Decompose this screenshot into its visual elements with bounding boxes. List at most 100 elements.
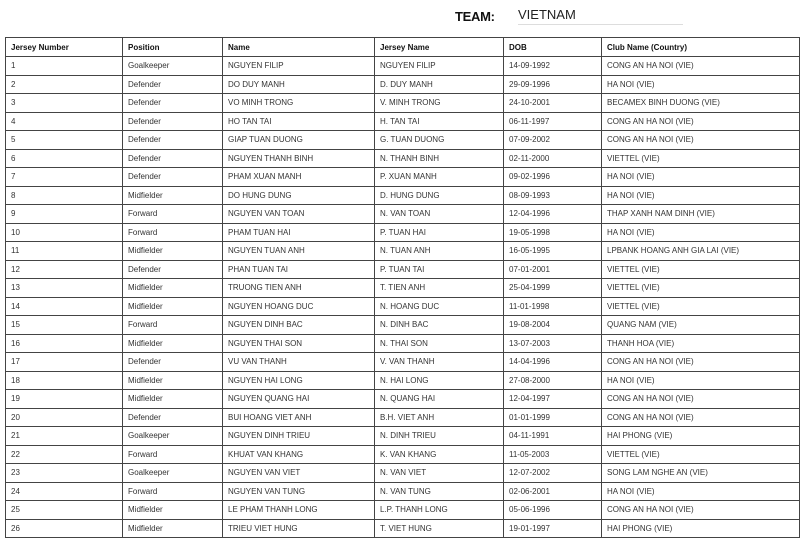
table-row: 25 Midfielder LE PHAM THANH LONG L.P. THANH… [5, 500, 800, 520]
cell-jersey-number: 21 [5, 426, 123, 446]
table-row: 8 Midfielder DO HUNG DUNG D. HUNG DUNG 08-09… [5, 185, 800, 205]
cell-jersey-number: 15 [5, 315, 123, 335]
cell-name: NGUYEN HAI LONG [222, 370, 375, 390]
cell-name: NGUYEN HOANG DUC [222, 296, 375, 316]
cell-dob: 29-09-1996 [503, 74, 602, 94]
table-row: 24 Forward NGUYEN VAN TUNG N. VAN TUNG 02-06… [5, 481, 800, 501]
cell-club-name: VIETTEL (VIE) [601, 444, 800, 464]
cell-name: NGUYEN DINH TRIEU [222, 426, 375, 446]
cell-jersey-number: 1 [5, 56, 123, 76]
cell-position: Defender [122, 167, 223, 187]
table-row: 10 Forward PHAM TUAN HAI P. TUAN HAI 19-05-1… [5, 222, 800, 242]
cell-club-name: CONG AN HA NOI (VIE) [601, 130, 800, 150]
cell-position: Goalkeeper [122, 463, 223, 483]
header-jersey-name: Jersey Name [374, 37, 504, 57]
cell-position: Midfielder [122, 185, 223, 205]
cell-dob: 07-09-2002 [503, 130, 602, 150]
cell-jersey-number: 6 [5, 148, 123, 168]
cell-jersey-number: 3 [5, 93, 123, 113]
cell-club-name: CONG AN HA NOI (VIE) [601, 352, 800, 372]
cell-position: Defender [122, 148, 223, 168]
table-row: 15 Forward NGUYEN DINH BAC N. DINH BAC 19-08… [5, 315, 800, 335]
cell-dob: 06-11-1997 [503, 111, 602, 131]
cell-name: NGUYEN FILIP [222, 56, 375, 76]
cell-dob: 25-04-1999 [503, 278, 602, 298]
cell-club-name: HA NOI (VIE) [601, 167, 800, 187]
cell-position: Defender [122, 93, 223, 113]
cell-position: Forward [122, 204, 223, 224]
cell-position: Defender [122, 111, 223, 131]
cell-jersey-number: 24 [5, 481, 123, 501]
cell-name: NGUYEN VAN TUNG [222, 481, 375, 501]
cell-name: PHAM XUAN MANH [222, 167, 375, 187]
table-row: 19 Midfielder NGUYEN QUANG HAI N. QUANG HAI… [5, 389, 800, 409]
cell-jersey-number: 12 [5, 259, 123, 279]
cell-name: DO DUY MANH [222, 74, 375, 94]
cell-jersey-name: N. DINH BAC [374, 315, 504, 335]
cell-name: HO TAN TAI [222, 111, 375, 131]
cell-name: BUI HOANG VIET ANH [222, 407, 375, 427]
cell-dob: 19-08-2004 [503, 315, 602, 335]
cell-dob: 01-01-1999 [503, 407, 602, 427]
cell-position: Forward [122, 315, 223, 335]
cell-jersey-name: N. THAI SON [374, 333, 504, 353]
cell-name: PHAM TUAN HAI [222, 222, 375, 242]
cell-jersey-name: N. QUANG HAI [374, 389, 504, 409]
cell-position: Midfielder [122, 241, 223, 261]
cell-club-name: HAI PHONG (VIE) [601, 426, 800, 446]
cell-position: Midfielder [122, 500, 223, 520]
cell-jersey-number: 4 [5, 111, 123, 131]
cell-position: Midfielder [122, 278, 223, 298]
cell-jersey-number: 5 [5, 130, 123, 150]
cell-club-name: BECAMEX BINH DUONG (VIE) [601, 93, 800, 113]
cell-club-name: LPBANK HOANG ANH GIA LAI (VIE) [601, 241, 800, 261]
cell-position: Goalkeeper [122, 56, 223, 76]
header-jersey-number: Jersey Number [5, 37, 123, 57]
cell-dob: 12-04-1997 [503, 389, 602, 409]
cell-position: Midfielder [122, 296, 223, 316]
cell-name: DO HUNG DUNG [222, 185, 375, 205]
cell-dob: 11-05-2003 [503, 444, 602, 464]
cell-club-name: HA NOI (VIE) [601, 74, 800, 94]
table-row: 26 Midfielder TRIEU VIET HUNG T. VIET HUNG 1… [5, 518, 800, 538]
table-row: 6 Defender NGUYEN THANH BINH N. THANH BINH 0… [5, 148, 800, 168]
cell-dob: 12-07-2002 [503, 463, 602, 483]
cell-jersey-number: 20 [5, 407, 123, 427]
table-row: 17 Defender VU VAN THANH V. VAN THANH 14-04-… [5, 352, 800, 372]
cell-club-name: HA NOI (VIE) [601, 481, 800, 501]
cell-jersey-number: 2 [5, 74, 123, 94]
cell-club-name: HA NOI (VIE) [601, 370, 800, 390]
cell-club-name: HA NOI (VIE) [601, 222, 800, 242]
cell-jersey-name: T. TIEN ANH [374, 278, 504, 298]
cell-jersey-number: 23 [5, 463, 123, 483]
cell-dob: 14-09-1992 [503, 56, 602, 76]
cell-club-name: QUANG NAM (VIE) [601, 315, 800, 335]
cell-jersey-number: 7 [5, 167, 123, 187]
cell-jersey-number: 8 [5, 185, 123, 205]
cell-jersey-number: 16 [5, 333, 123, 353]
cell-jersey-name: N. VAN TOAN [374, 204, 504, 224]
cell-position: Defender [122, 130, 223, 150]
cell-name: KHUAT VAN KHANG [222, 444, 375, 464]
cell-dob: 24-10-2001 [503, 93, 602, 113]
cell-name: NGUYEN THAI SON [222, 333, 375, 353]
cell-jersey-name: D. HUNG DUNG [374, 185, 504, 205]
cell-dob: 27-08-2000 [503, 370, 602, 390]
cell-jersey-number: 22 [5, 444, 123, 464]
cell-dob: 07-01-2001 [503, 259, 602, 279]
cell-name: NGUYEN THANH BINH [222, 148, 375, 168]
cell-club-name: CONG AN HA NOI (VIE) [601, 389, 800, 409]
cell-jersey-name: G. TUAN DUONG [374, 130, 504, 150]
cell-position: Defender [122, 259, 223, 279]
squad-table: Jersey Number Position Name Jersey Name DOB C… [5, 37, 800, 538]
cell-dob: 09-02-1996 [503, 167, 602, 187]
cell-dob: 12-04-1996 [503, 204, 602, 224]
cell-jersey-name: P. TUAN TAI [374, 259, 504, 279]
cell-dob: 08-09-1993 [503, 185, 602, 205]
header-dob: DOB [503, 37, 602, 57]
header-name: Name [222, 37, 375, 57]
cell-name: NGUYEN QUANG HAI [222, 389, 375, 409]
cell-jersey-name: N. HAI LONG [374, 370, 504, 390]
cell-name: NGUYEN DINH BAC [222, 315, 375, 335]
cell-dob: 13-07-2003 [503, 333, 602, 353]
